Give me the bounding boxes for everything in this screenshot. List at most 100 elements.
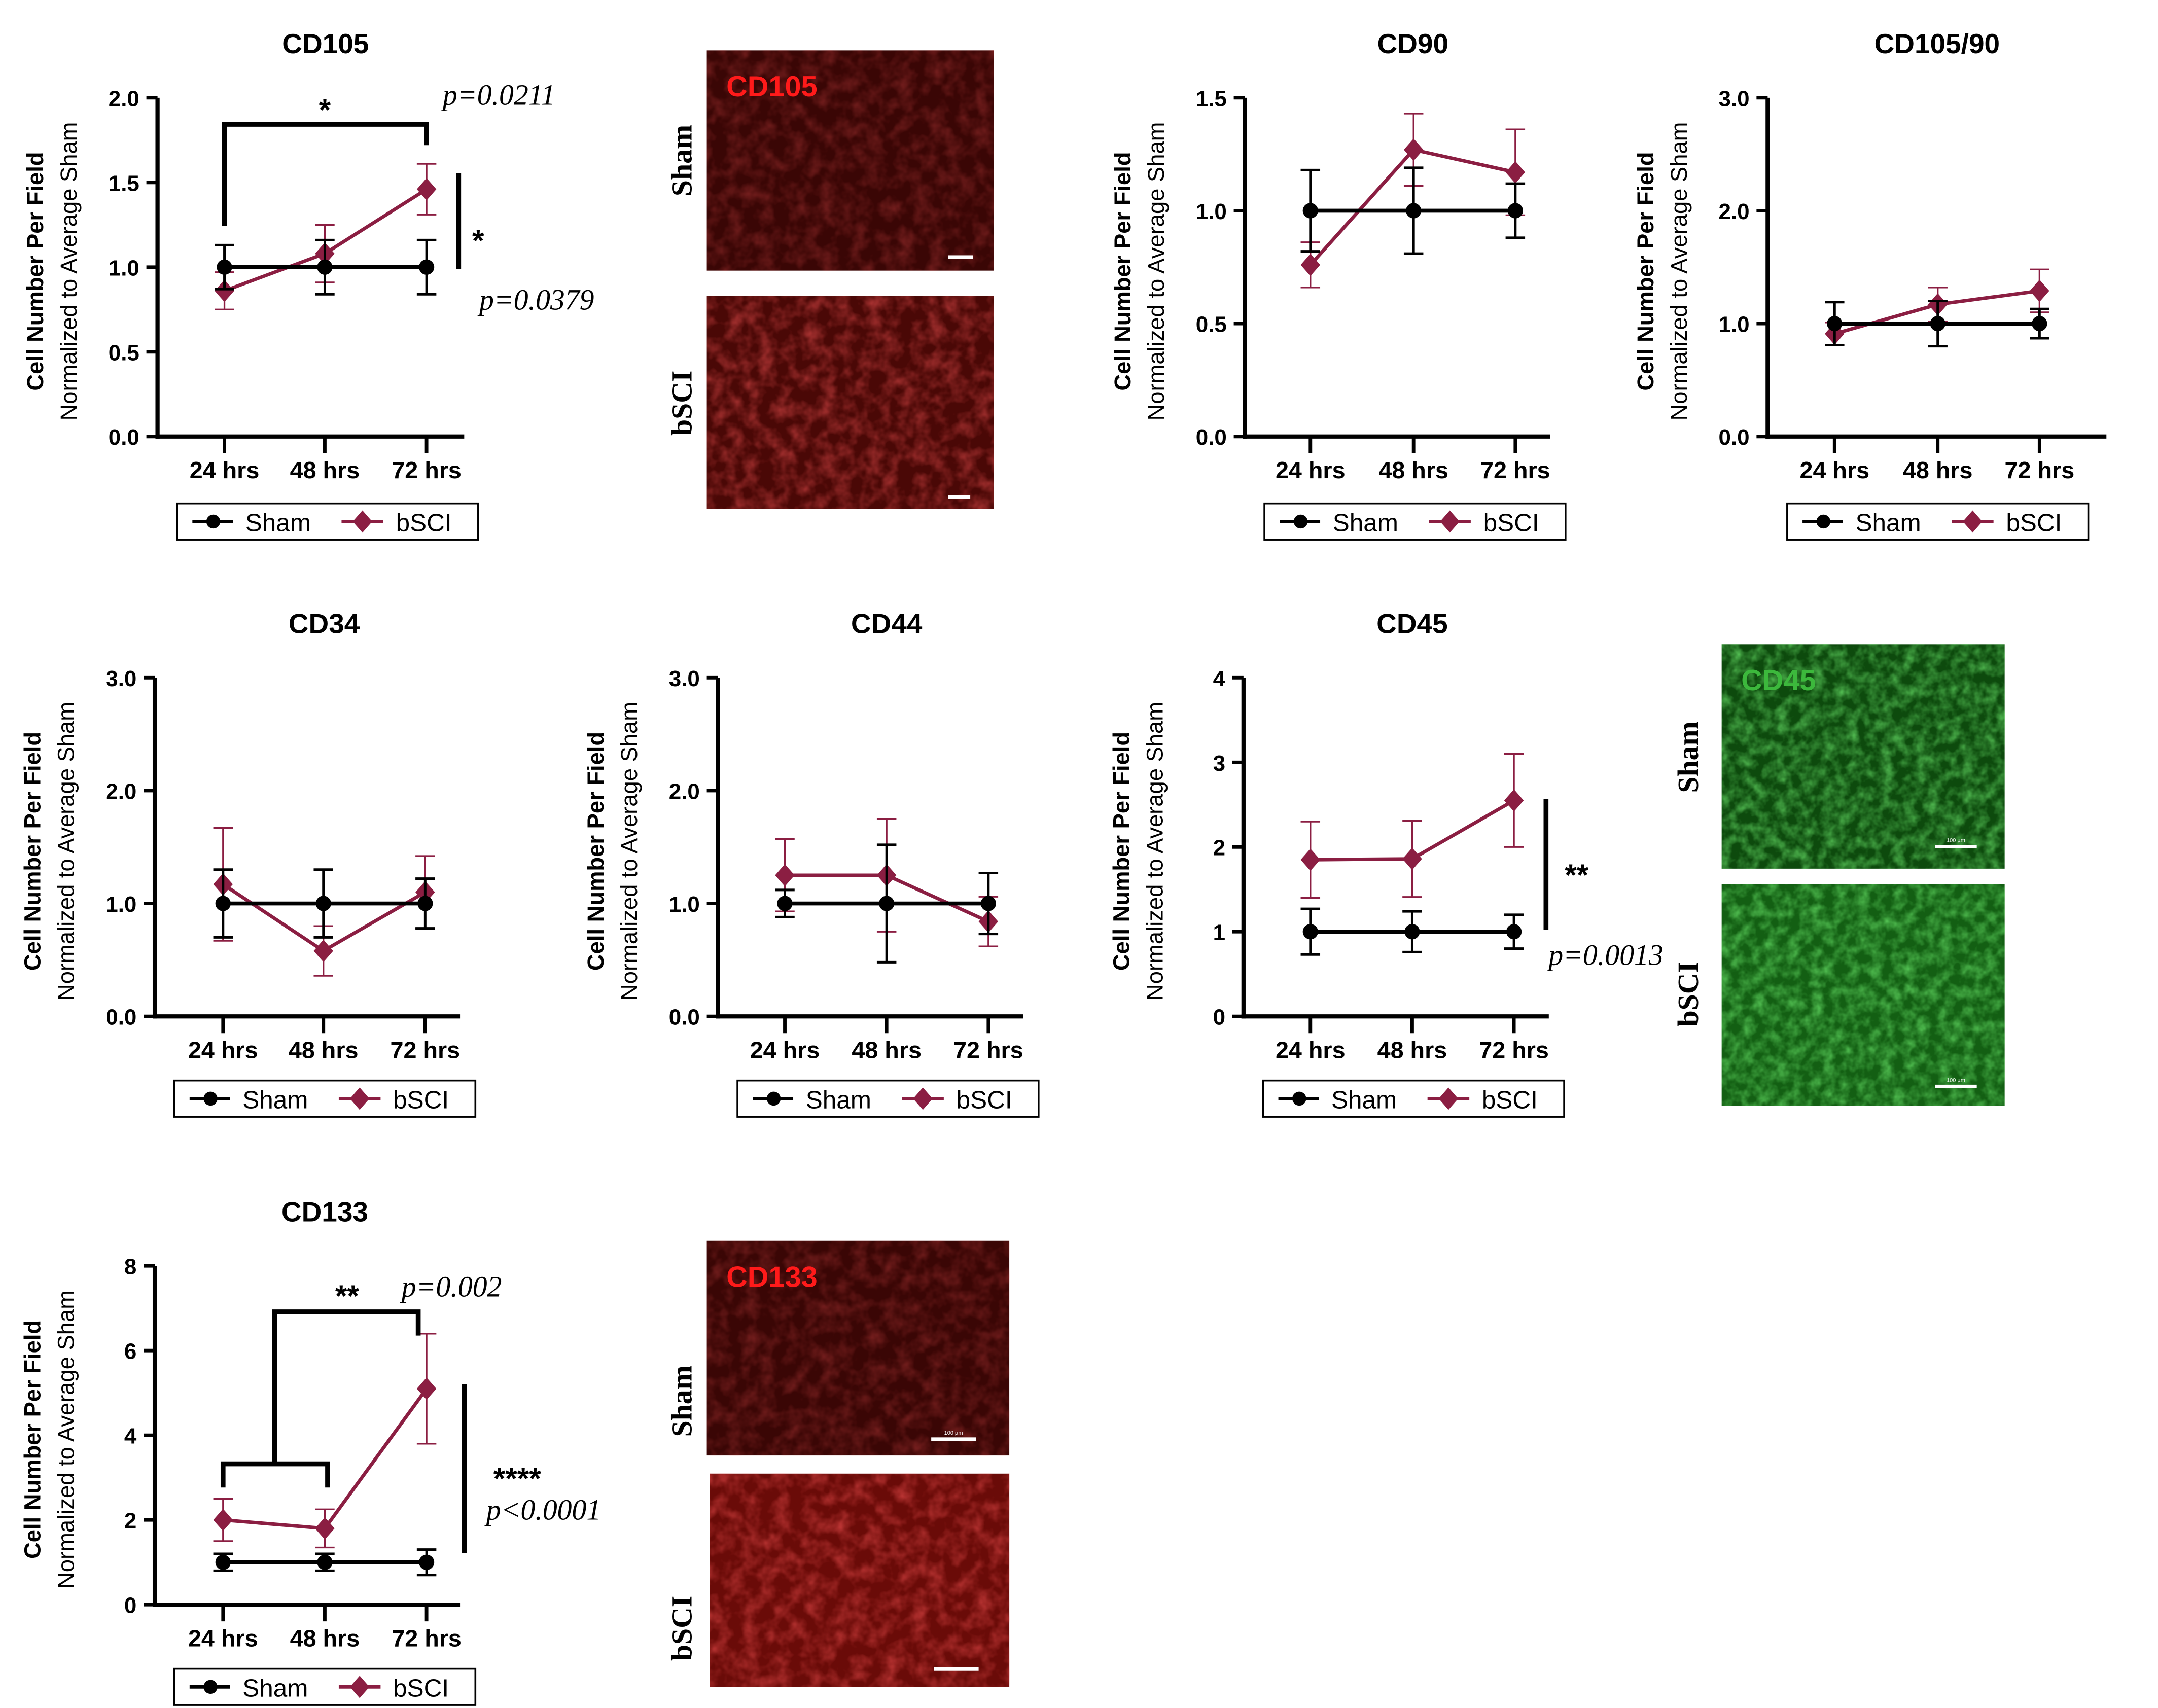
data-point-circle — [980, 896, 996, 911]
data-point-circle — [1506, 924, 1522, 940]
chart-cd133: CD133 Cell Number Per Field Normalized to … — [20, 1196, 602, 1706]
x-tick-label: 24 hrs — [1276, 1037, 1346, 1063]
y-tick-label: 0 — [124, 1593, 136, 1618]
legend-bsci-marker — [349, 1676, 370, 1698]
significance-stars: ** — [1565, 858, 1589, 892]
micrograph-cd133: Sham 100 µm bSCI CD133 — [666, 1240, 1010, 1687]
x-tick-label: 72 hrs — [2005, 457, 2075, 483]
legend: Sham bSCI — [736, 1079, 1040, 1118]
data-point-diamond — [1402, 847, 1422, 870]
scale-bar — [934, 1667, 979, 1671]
data-point-diamond — [2030, 279, 2049, 302]
data-point-circle — [1406, 203, 1422, 219]
data-point-diamond — [775, 864, 795, 886]
x-tick-label: 48 hrs — [1378, 457, 1448, 483]
y-axis-label: Cell Number Per Field — [1110, 152, 1136, 390]
data-point-diamond — [416, 1377, 437, 1400]
row-label-bsci: bSCI — [666, 371, 698, 436]
legend-sham-label: Sham — [806, 1086, 871, 1114]
row-label-bsci: bSCI — [666, 1596, 698, 1661]
y-tick-label: 4 — [1213, 666, 1226, 691]
y-axis-sublabel: Normalized to Average Sham — [1142, 702, 1168, 1001]
scale-bar-label: 100 µm — [1947, 1077, 1965, 1083]
y-tick-label: 1.0 — [109, 256, 139, 280]
x-tick-label: 24 hrs — [1799, 457, 1869, 483]
row-label-sham: Sham — [1673, 721, 1705, 793]
y-tick-label: 3.0 — [669, 666, 700, 691]
data-point-circle — [2032, 315, 2047, 332]
legend: Sham bSCI — [1263, 502, 1567, 541]
y-axis-label: Cell Number Per Field — [1633, 152, 1658, 390]
x-tick-label: 24 hrs — [750, 1037, 820, 1063]
x-tick-label: 48 hrs — [289, 1037, 359, 1063]
legend-bsci-label: bSCI — [957, 1086, 1012, 1114]
x-tick-label: 24 hrs — [190, 457, 260, 483]
p-value: p=0.0211 — [441, 80, 555, 112]
p-value: p<0.0001 — [484, 1494, 602, 1526]
chart-title: CD105 — [282, 28, 369, 59]
y-axis-sublabel: Normalized to Average Sham — [1143, 122, 1169, 421]
significance-stars: **** — [493, 1461, 542, 1496]
scale-bar — [1935, 1084, 1977, 1088]
series-bsci — [1300, 753, 1524, 899]
legend-sham-marker — [1293, 514, 1308, 529]
scale-bar — [931, 1437, 976, 1441]
row-label-bsci: bSCI — [1673, 962, 1705, 1026]
series-sham — [213, 868, 435, 939]
micrograph-texture — [706, 1240, 1010, 1456]
series-sham — [213, 1548, 437, 1577]
x-tick-label: 48 hrs — [1377, 1037, 1447, 1063]
data-point-circle — [417, 896, 433, 911]
micrograph-texture — [1721, 884, 2005, 1106]
x-tick-label: 72 hrs — [392, 1625, 462, 1652]
chart-title: CD105/90 — [1874, 28, 2000, 59]
legend-bsci-label: bSCI — [1483, 509, 1539, 537]
micrograph-texture — [706, 296, 994, 509]
legend: Sham bSCI — [1786, 502, 2090, 541]
legend-sham-label: Sham — [1331, 1086, 1397, 1114]
p-value: p=0.0013 — [1546, 940, 1664, 972]
y-axis-label: Cell Number Per Field — [20, 1320, 46, 1559]
data-point-diamond — [416, 178, 437, 201]
scale-bar — [1935, 845, 1977, 849]
legend-sham-label: Sham — [245, 509, 311, 537]
legend-sham-label: Sham — [242, 1086, 308, 1114]
scale-bar-label: 100 µm — [944, 1430, 963, 1436]
y-tick-label: 0.5 — [109, 340, 139, 365]
legend-sham-label: Sham — [1856, 509, 1921, 537]
y-tick-label: 0.0 — [109, 425, 139, 450]
y-tick-label: 6 — [124, 1339, 136, 1364]
significance-stars: * — [472, 223, 484, 258]
chart-cd105: CD105 Cell Number Per Field Normalized to … — [22, 28, 594, 541]
x-tick-label: 72 hrs — [953, 1037, 1023, 1063]
x-tick-label: 72 hrs — [391, 1037, 461, 1063]
data-point-circle — [1507, 203, 1523, 219]
legend-bsci-marker — [349, 1087, 370, 1110]
legend-sham-marker — [203, 1091, 218, 1106]
data-point-circle — [1827, 315, 1843, 332]
chart-cd90: CD90 Cell Number Per Field Normalized to A… — [1110, 28, 1567, 541]
chart-title: CD44 — [851, 608, 923, 639]
legend-sham-label: Sham — [1333, 509, 1398, 537]
significance-bracket-lower — [220, 1461, 330, 1488]
chart-title: CD90 — [1377, 28, 1449, 59]
x-tick-label: 48 hrs — [290, 457, 360, 483]
x-tick-label: 48 hrs — [290, 1625, 360, 1652]
y-tick-label: 0.0 — [669, 1005, 700, 1030]
data-point-circle — [215, 1554, 231, 1570]
chart-title: CD45 — [1376, 608, 1448, 639]
p-value: p=0.002 — [400, 1271, 502, 1303]
y-tick-label: 3.0 — [105, 666, 136, 691]
series-bsci — [213, 1333, 437, 1549]
y-axis-label: Cell Number Per Field — [1108, 732, 1134, 971]
data-point-circle — [317, 259, 333, 275]
data-point-circle — [1302, 203, 1318, 219]
legend: Sham bSCI — [173, 1667, 477, 1706]
y-axis-sublabel: Normalized to Average Sham — [53, 1290, 79, 1589]
legend-bsci-label: bSCI — [393, 1675, 449, 1702]
data-point-circle — [1302, 924, 1318, 940]
significance-stars: ** — [335, 1278, 360, 1313]
y-tick-label: 0.0 — [1196, 425, 1227, 450]
data-point-circle — [418, 259, 435, 275]
